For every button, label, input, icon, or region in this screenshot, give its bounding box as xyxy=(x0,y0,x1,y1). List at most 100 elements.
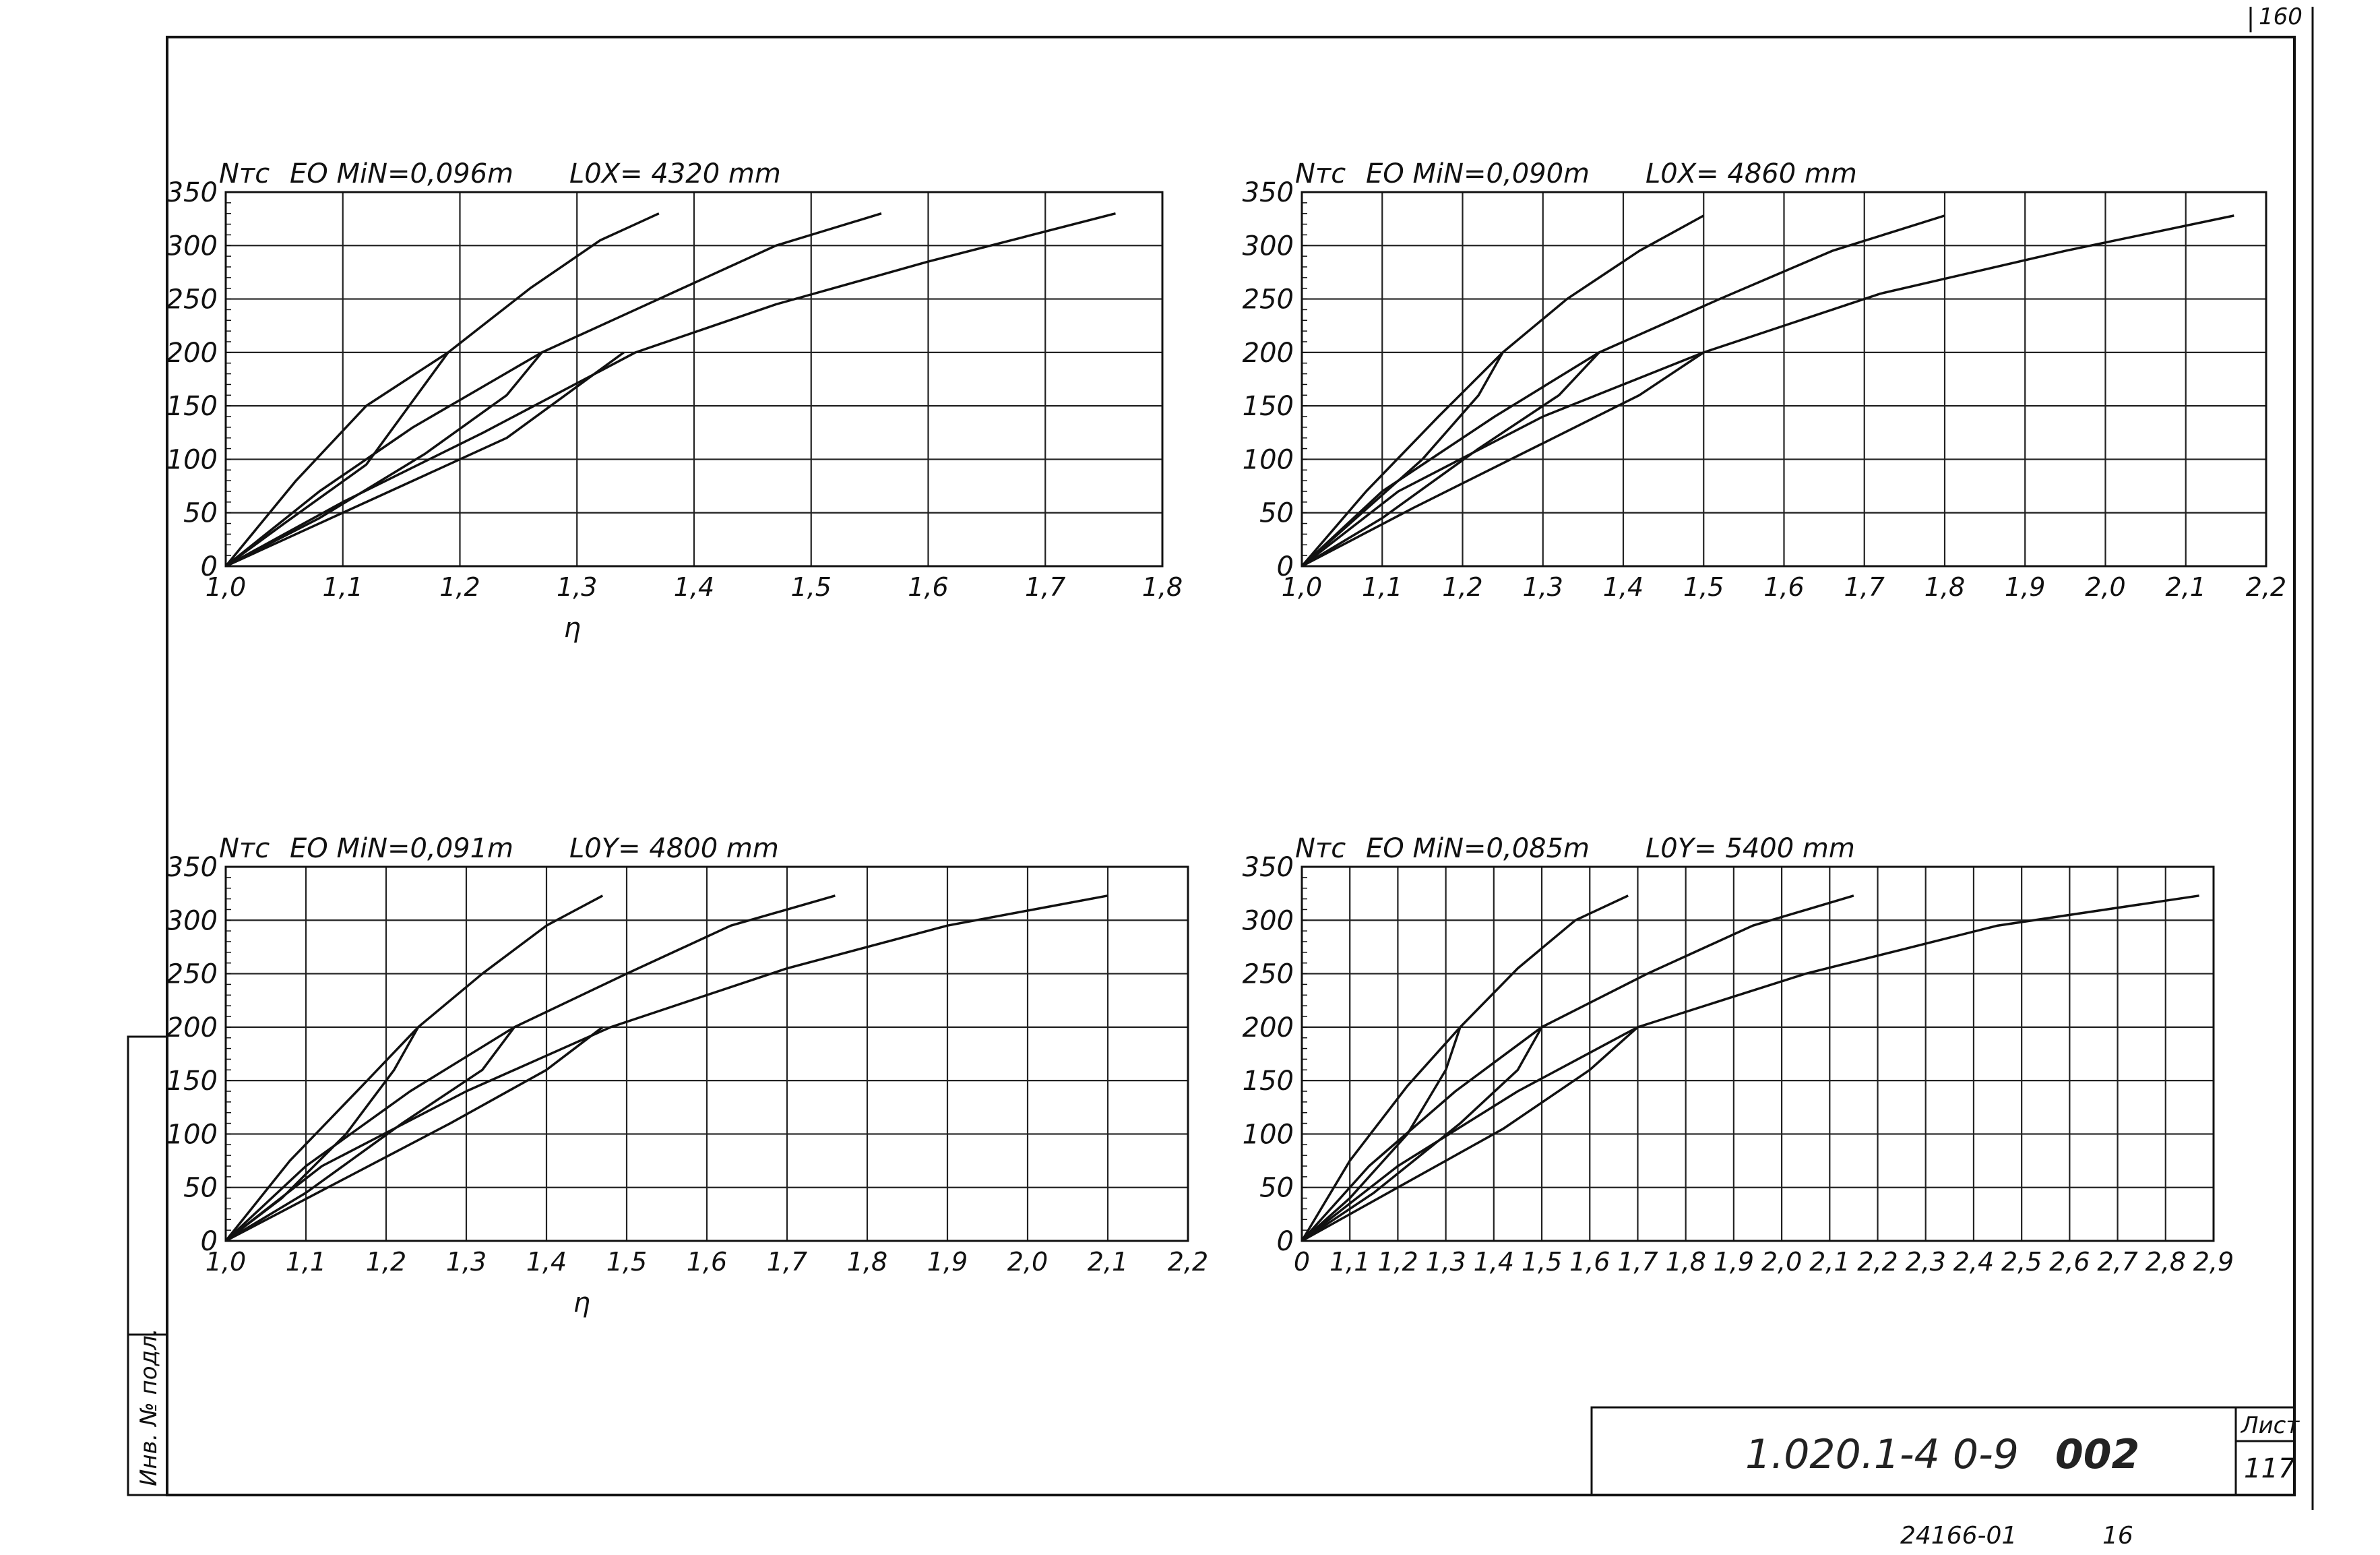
series-curve-6 xyxy=(225,351,625,568)
chart-param-label: L0X= 4860 mm xyxy=(1646,158,1857,189)
chart-param-label: L0X= 4320 mm xyxy=(569,158,781,189)
y-tick-label: 0 xyxy=(201,551,218,582)
y-tick-label: 350 xyxy=(1243,177,1294,208)
x-tick-label: 2,8 xyxy=(2146,1247,2186,1277)
x-tick-label: 2,6 xyxy=(2049,1247,2090,1277)
x-tick-label: 1,6 xyxy=(1763,572,1804,602)
series-curve-2 xyxy=(224,212,882,568)
corner-number: 160 xyxy=(2259,3,2303,30)
series-curve-3 xyxy=(224,894,1108,1242)
series-curve-6 xyxy=(1301,1026,1639,1242)
plot-frame xyxy=(224,865,1189,1242)
y-tick-label: 350 xyxy=(166,852,218,883)
series-curve-3 xyxy=(225,212,1116,568)
sheet-number: 117 xyxy=(2244,1453,2296,1484)
x-tick-label: 1,5 xyxy=(1522,1247,1562,1277)
side-stamp: Инв. № подл. xyxy=(127,1035,168,1496)
y-tick-label: 100 xyxy=(1243,1119,1294,1150)
x-tick-label: 1,5 xyxy=(1683,572,1724,602)
archive-page: 16 xyxy=(2102,1522,2133,1550)
series-curve-5 xyxy=(1301,351,1600,568)
chart-title: EO MiN=0,091m xyxy=(290,833,513,864)
x-tick-label: 1,3 xyxy=(1425,1247,1466,1277)
y-tick-label: 150 xyxy=(1243,1066,1294,1097)
x-tick-label: 1,2 xyxy=(1442,572,1482,602)
x-tick-label: 1,7 xyxy=(1617,1247,1658,1277)
x-tick-label: 2,2 xyxy=(2246,572,2286,602)
y-tick-label: 200 xyxy=(166,1012,218,1043)
x-tick-label: 2,3 xyxy=(1906,1247,1946,1277)
y-tick-label: 150 xyxy=(166,391,218,422)
x-tick-label: 1,3 xyxy=(557,572,597,602)
y-axis-label: Nтс xyxy=(219,833,270,864)
x-tick-label: 1,2 xyxy=(439,572,480,602)
y-tick-label: 250 xyxy=(166,284,218,315)
x-tick-label: 1,8 xyxy=(1924,572,1965,602)
x-tick-label: 1,8 xyxy=(1665,1247,1705,1277)
x-tick-label: 1,9 xyxy=(2005,572,2045,602)
x-tick-label: 2,0 xyxy=(2085,572,2125,602)
x-tick-label: 1,9 xyxy=(1714,1247,1754,1277)
y-tick-label: 300 xyxy=(1243,905,1294,936)
series-curve-3 xyxy=(1301,214,2234,568)
sheet-frame xyxy=(166,36,2296,1496)
y-tick-label: 300 xyxy=(166,231,218,262)
side-stamp-label: Инв. № подл. xyxy=(135,1328,162,1486)
x-tick-label: 1,0 xyxy=(206,572,246,602)
series-curve-5 xyxy=(225,351,543,568)
y-tick-label: 200 xyxy=(166,338,218,369)
y-tick-label: 350 xyxy=(1243,852,1294,883)
x-tick-label: 2,4 xyxy=(1953,1247,1994,1277)
sheet-label: Лист xyxy=(2240,1412,2300,1439)
x-tick-label: 1,6 xyxy=(908,572,948,602)
x-tick-label: 1,8 xyxy=(1142,572,1183,602)
x-tick-label: 1,1 xyxy=(323,572,363,602)
x-tick-label: 1,8 xyxy=(847,1247,887,1277)
y-tick-label: 50 xyxy=(183,1173,218,1204)
series-curve-6 xyxy=(1301,351,1705,568)
x-tick-label: 2,2 xyxy=(1168,1247,1208,1277)
y-tick-label: 200 xyxy=(1243,1012,1294,1043)
y-tick-label: 350 xyxy=(166,177,218,208)
x-tick-label: 1,9 xyxy=(927,1247,968,1277)
x-tick-label: 1,7 xyxy=(767,1247,807,1277)
document-suffix: 002 xyxy=(2055,1431,2139,1478)
x-tick-label: 1,3 xyxy=(446,1247,487,1277)
x-tick-label: 2,0 xyxy=(1761,1247,1802,1277)
x-tick-label: 1,1 xyxy=(286,1247,326,1277)
y-tick-label: 250 xyxy=(1243,284,1294,315)
series-curve-2 xyxy=(224,894,836,1242)
series-curve-1 xyxy=(1301,894,1629,1242)
x-tick-label: 1,4 xyxy=(1603,572,1643,602)
y-tick-label: 100 xyxy=(166,1119,218,1150)
x-tick-label: 1,4 xyxy=(526,1247,567,1277)
y-tick-label: 300 xyxy=(166,905,218,936)
x-tick-label: 1,4 xyxy=(1474,1247,1514,1277)
document-code: 1.020.1-4 0-9 xyxy=(1745,1431,2019,1478)
x-tick-label: 1,5 xyxy=(606,1247,647,1277)
series-curve-4 xyxy=(224,351,449,568)
x-tick-label: 1,1 xyxy=(1329,1247,1370,1277)
chart-param-label: L0Y= 5400 mm xyxy=(1646,833,1855,864)
plot-frame xyxy=(1301,865,2215,1242)
y-tick-label: 250 xyxy=(166,959,218,990)
x-tick-label: 2,1 xyxy=(1809,1247,1850,1277)
x-tick-label: 1,6 xyxy=(687,1247,727,1277)
series-curve-4 xyxy=(224,1026,420,1242)
y-tick-label: 50 xyxy=(1259,498,1294,529)
y-axis-label: Nтс xyxy=(1295,833,1346,864)
x-tick-label: 1,6 xyxy=(1569,1247,1610,1277)
series-curve-2 xyxy=(1301,214,1945,568)
y-tick-label: 100 xyxy=(1243,444,1294,475)
y-axis-label: Nтс xyxy=(219,158,270,189)
chart-title: EO MiN=0,090m xyxy=(1366,158,1590,189)
y-tick-label: 0 xyxy=(201,1226,218,1257)
chart-title: EO MiN=0,085m xyxy=(1366,833,1590,864)
x-tick-label: 1,5 xyxy=(791,572,832,602)
x-tick-label: 1,2 xyxy=(1377,1247,1418,1277)
y-tick-label: 150 xyxy=(166,1066,218,1097)
y-tick-label: 250 xyxy=(1243,959,1294,990)
y-tick-label: 200 xyxy=(1243,338,1294,369)
x-tick-label: 1,7 xyxy=(1025,572,1065,602)
